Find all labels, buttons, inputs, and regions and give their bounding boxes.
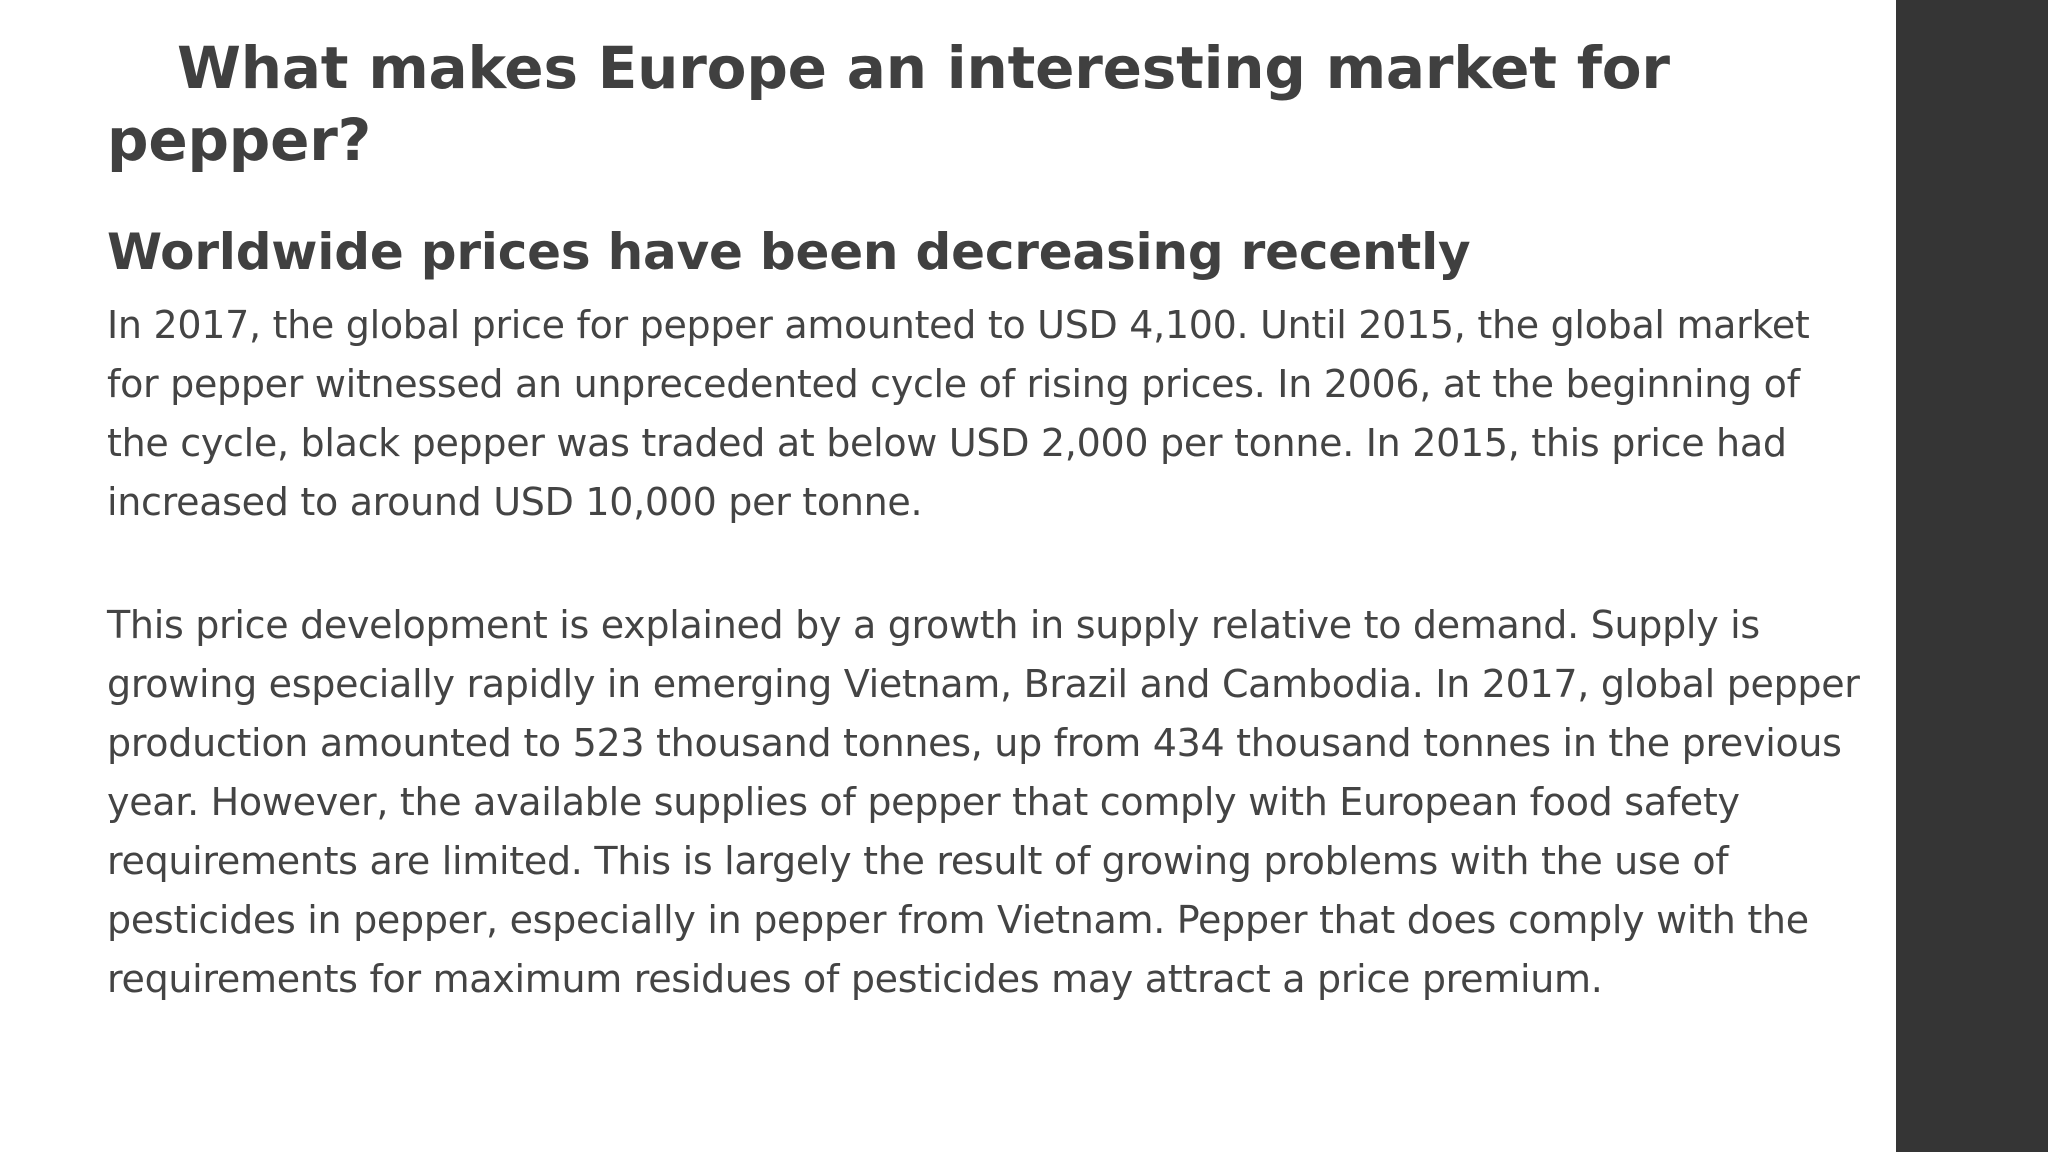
paragraph-1: In 2017, the global price for pepper amo…	[107, 303, 1810, 524]
page-title: What makes Europe an interesting market …	[107, 32, 1867, 176]
page-title-text: What makes Europe an interesting market …	[107, 34, 1670, 174]
paragraph-2: This price development is explained by a…	[107, 603, 1860, 1001]
right-sidebar-panel	[1896, 0, 2048, 1152]
section-heading: Worldwide prices have been decreasing re…	[107, 223, 1471, 281]
slide-content: What makes Europe an interesting market …	[107, 32, 1867, 1009]
